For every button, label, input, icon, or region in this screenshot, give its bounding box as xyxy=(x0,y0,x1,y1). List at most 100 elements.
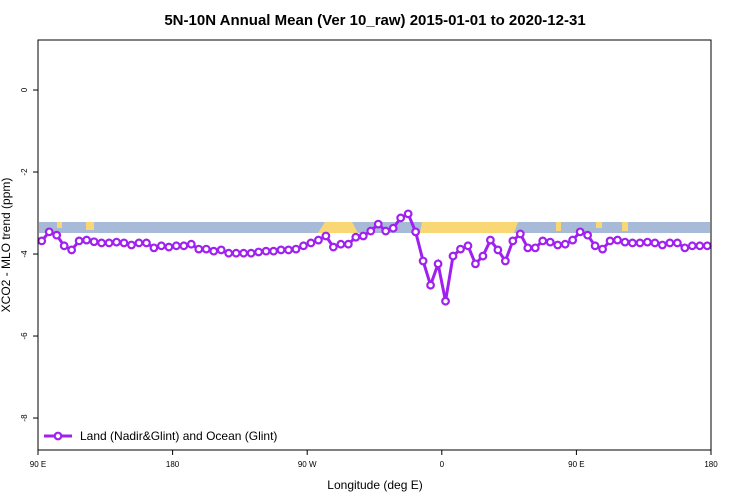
data-point xyxy=(59,241,69,251)
y-tick-label: -8 xyxy=(20,414,29,422)
data-point xyxy=(74,236,84,246)
data-point xyxy=(426,280,435,290)
x-tick-label: 180 xyxy=(704,460,718,469)
data-point xyxy=(336,239,346,249)
data-point xyxy=(37,236,47,246)
data-point xyxy=(216,245,226,255)
y-axis-label: XCO2 - MLO trend (ppm) xyxy=(0,178,13,313)
land-patch xyxy=(596,222,602,228)
data-point xyxy=(246,248,256,258)
data-point xyxy=(164,242,174,252)
data-point xyxy=(231,248,241,258)
data-point xyxy=(687,241,697,251)
data-point xyxy=(605,236,615,246)
plot-frame xyxy=(37,39,712,451)
data-point xyxy=(358,231,368,241)
x-tick-label: 90 W xyxy=(298,460,317,469)
data-point xyxy=(186,239,196,249)
data-point xyxy=(680,243,690,253)
data-point xyxy=(269,246,278,256)
data-point xyxy=(119,238,129,248)
data-point xyxy=(575,227,585,237)
data-point xyxy=(224,248,234,258)
data-point xyxy=(560,239,570,249)
data-point xyxy=(314,235,323,245)
land-patch xyxy=(57,222,62,228)
y-tick-label: -4 xyxy=(20,250,29,258)
chart-title: 5N-10N Annual Mean (Ver 10_raw) 2015-01-… xyxy=(164,12,585,29)
data-point xyxy=(366,226,376,236)
data-point xyxy=(276,245,286,255)
data-point xyxy=(418,256,428,266)
y-tick-label: 0 xyxy=(20,87,29,92)
x-tick-label: 180 xyxy=(166,460,180,469)
data-point xyxy=(299,241,308,251)
land-patch xyxy=(318,222,358,233)
data-point xyxy=(672,238,682,248)
data-point xyxy=(448,251,458,261)
data-point xyxy=(478,251,488,261)
data-point xyxy=(351,232,361,242)
data-point xyxy=(486,235,495,245)
data-point xyxy=(89,237,99,247)
data-point xyxy=(134,238,144,248)
data-point xyxy=(628,238,637,248)
data-point xyxy=(171,241,181,251)
data-point xyxy=(321,231,331,241)
data-point xyxy=(82,235,92,245)
x-axis-label: Longitude (deg E) xyxy=(327,478,422,492)
data-point xyxy=(239,248,249,258)
data-point xyxy=(44,227,54,237)
data-point xyxy=(493,245,503,255)
land-patch xyxy=(622,222,628,231)
data-point xyxy=(396,213,406,223)
data-point xyxy=(568,235,578,245)
data-point xyxy=(142,238,151,248)
data-point xyxy=(104,238,114,248)
data-point xyxy=(291,244,301,254)
data-point xyxy=(156,241,166,251)
data-point xyxy=(635,238,645,248)
data-point xyxy=(620,237,630,247)
data-point xyxy=(456,244,465,254)
y-tick-label: -2 xyxy=(20,168,29,176)
land-patch xyxy=(86,222,94,230)
legend-label: Land (Nadir&Glint) and Ocean (Glint) xyxy=(80,429,277,443)
data-point xyxy=(463,241,473,251)
data-point xyxy=(538,236,548,246)
data-point xyxy=(657,240,667,250)
data-point xyxy=(403,209,413,219)
land-patch xyxy=(556,222,561,231)
data-point xyxy=(583,230,593,240)
data-point xyxy=(201,244,211,254)
data-point xyxy=(388,223,398,233)
data-point xyxy=(343,239,353,249)
data-point xyxy=(149,243,159,253)
data-point xyxy=(695,241,705,251)
y-tick-label: -6 xyxy=(20,332,29,340)
data-point xyxy=(590,241,600,251)
data-point xyxy=(515,229,525,239)
data-point xyxy=(261,246,271,256)
data-point xyxy=(530,243,540,253)
data-point xyxy=(471,259,480,269)
data-point xyxy=(650,238,660,248)
data-point xyxy=(643,237,652,247)
data-point xyxy=(127,240,136,250)
x-tick-label: 90 E xyxy=(568,460,584,469)
data-point xyxy=(97,238,106,248)
data-point xyxy=(433,259,443,269)
data-point xyxy=(553,240,563,250)
data-point xyxy=(702,241,712,251)
data-point xyxy=(112,237,121,247)
data-point xyxy=(254,247,263,257)
x-tick-label: 90 E xyxy=(30,460,46,469)
data-point xyxy=(179,241,189,251)
data-point xyxy=(381,226,391,236)
data-point xyxy=(441,296,450,306)
data-point xyxy=(67,245,77,255)
data-point xyxy=(52,230,62,240)
data-point xyxy=(598,244,607,254)
data-point xyxy=(373,219,383,229)
